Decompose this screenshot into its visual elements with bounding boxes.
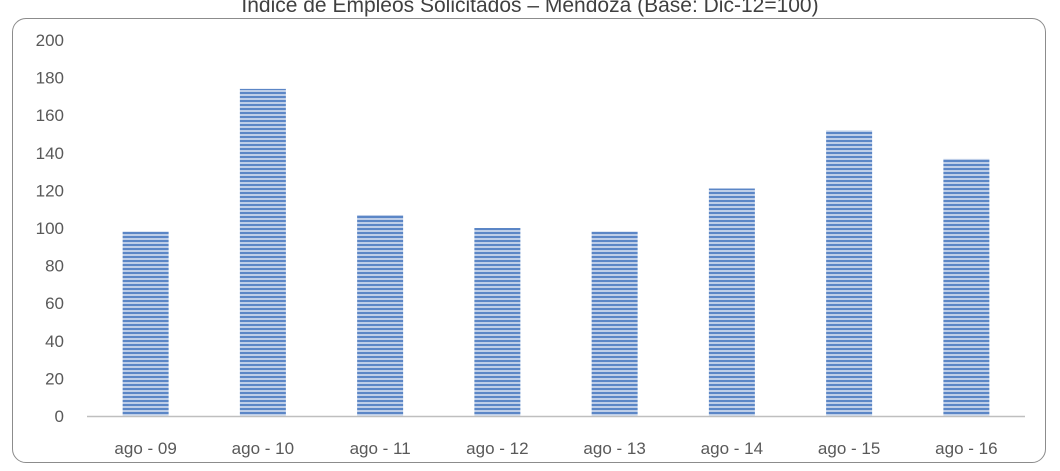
x-tick-label: ago - 16 <box>935 439 997 458</box>
bars <box>122 88 990 417</box>
bar-ago-15 <box>826 130 873 417</box>
x-tick-label: ago - 11 <box>350 439 411 458</box>
y-tick-label: 120 <box>36 181 64 200</box>
chart-title: Índice de Empleos Solicitados – Mendoza … <box>241 0 819 17</box>
y-tick-label: 200 <box>36 31 64 50</box>
bar-ago-12 <box>474 228 521 416</box>
bar-ago-09 <box>122 231 169 416</box>
x-tick-label: ago - 14 <box>701 439 763 458</box>
y-tick-label: 80 <box>45 257 64 276</box>
x-tick-label: ago - 15 <box>818 439 880 458</box>
y-tick-label: 160 <box>36 106 64 125</box>
x-tick-label: ago - 09 <box>114 439 176 458</box>
bar-ago-11 <box>357 214 404 416</box>
x-tick-label: ago - 12 <box>466 439 528 458</box>
y-tick-label: 60 <box>45 294 64 313</box>
bar-ago-16 <box>943 158 990 416</box>
y-tick-label: 100 <box>36 219 64 238</box>
y-tick-label: 180 <box>36 69 64 88</box>
y-axis-ticks: 0 20 40 60 80 100 120 140 160 180 200 <box>36 31 64 426</box>
y-tick-label: 140 <box>36 144 64 163</box>
bar-ago-13 <box>591 231 638 416</box>
x-axis-ticks: ago - 09 ago - 10 ago - 11 ago - 12 ago - 13… <box>114 439 997 458</box>
bar-ago-14 <box>708 188 755 416</box>
y-tick-label: 40 <box>45 332 64 351</box>
chart-frame <box>12 18 1046 463</box>
bar-ago-10 <box>239 88 286 416</box>
x-tick-label: ago - 10 <box>232 439 294 458</box>
x-tick-label: ago - 13 <box>583 439 645 458</box>
y-tick-label: 0 <box>55 407 64 426</box>
y-tick-label: 20 <box>45 369 64 388</box>
